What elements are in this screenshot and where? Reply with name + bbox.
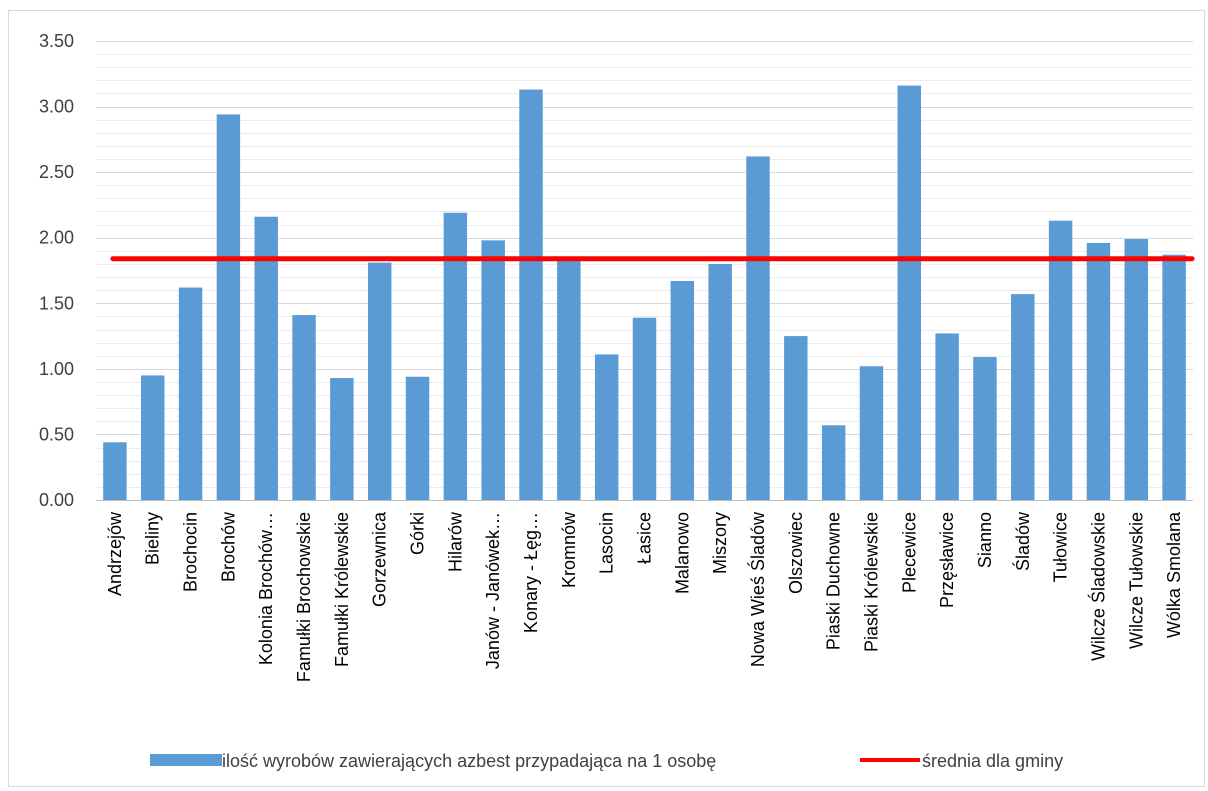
bar	[594, 354, 619, 500]
x-category-label: Kromnów	[559, 511, 579, 588]
x-category-label: Konary - Łęg…	[521, 512, 541, 633]
x-category-label: Miszory	[710, 512, 730, 574]
bar	[935, 333, 959, 500]
x-category-label: Przęsławice	[937, 512, 957, 608]
x-category-label: Kolonia Brochów…	[256, 512, 276, 665]
bar	[1086, 242, 1111, 500]
x-category-label: Andrzejów	[105, 511, 125, 596]
bar	[178, 287, 203, 500]
bar	[292, 315, 316, 500]
bar	[859, 366, 884, 500]
bar	[670, 280, 695, 500]
bar	[1162, 254, 1186, 500]
x-axis-categories: Andrzejów Bieliny Brochocin Brochów Kolonia …	[105, 511, 1184, 682]
y-tick-label: 3.00	[39, 97, 74, 117]
y-tick-label: 1.50	[39, 293, 74, 313]
x-category-label: Piaski Duchowne	[824, 512, 844, 650]
x-category-label: Malanowo	[672, 512, 692, 594]
bar	[1048, 220, 1073, 500]
x-category-label: Górki	[408, 512, 428, 555]
bar	[481, 240, 505, 500]
x-category-label: Wilcze Śladowskie	[1087, 512, 1108, 661]
bar	[103, 442, 127, 500]
bar	[821, 425, 846, 500]
x-category-label: Brochocin	[181, 512, 201, 592]
bar	[519, 89, 543, 500]
x-category-label: Śladów	[1012, 511, 1033, 571]
legend-label-bars: ilość wyrobów zawierających azbest przyp…	[222, 751, 716, 771]
x-category-label: Wilcze Tułowskie	[1126, 512, 1146, 649]
x-category-label: Janów - Janówek…	[483, 512, 503, 669]
x-category-label: Olszowiec	[786, 512, 806, 594]
bar	[141, 375, 165, 500]
x-category-label: Plecewice	[899, 512, 919, 593]
x-category-label: Łasice	[635, 512, 655, 564]
x-category-label: Famułki Brochowskie	[294, 512, 314, 682]
y-tick-label: 3.50	[39, 31, 74, 51]
legend: ilość wyrobów zawierających azbest przyp…	[150, 751, 1063, 771]
x-category-label: Wólka Smolana	[1164, 511, 1184, 638]
bar	[405, 376, 430, 500]
x-category-label: Sianno	[975, 512, 995, 568]
x-category-label: Famułki Królewskie	[332, 512, 352, 667]
bar	[1011, 294, 1035, 500]
x-category-label: Hilarów	[445, 511, 465, 572]
y-tick-label: 2.00	[39, 228, 74, 248]
x-category-label: Piaski Królewskie	[861, 512, 881, 652]
x-category-label: Lasocin	[597, 512, 617, 574]
x-category-label: Bieliny	[143, 512, 163, 565]
legend-swatch-bars	[150, 754, 222, 766]
bar	[330, 378, 354, 500]
bar	[784, 336, 808, 500]
x-category-label: Tułowice	[1051, 512, 1071, 582]
bar	[254, 216, 278, 500]
bar	[1124, 239, 1148, 501]
bar	[557, 257, 581, 500]
bar	[367, 262, 392, 500]
bars-group	[103, 85, 1186, 501]
bar	[897, 85, 922, 501]
bar	[973, 357, 997, 500]
x-category-label: Brochów	[218, 511, 238, 582]
y-tick-label: 0.00	[39, 490, 74, 510]
y-tick-label: 2.50	[39, 162, 74, 182]
y-tick-label: 1.00	[39, 359, 74, 379]
x-category-label: Gorzewnica	[370, 511, 390, 607]
legend-label-average: średnia dla gminy	[922, 751, 1063, 771]
bar	[443, 212, 468, 500]
bar	[746, 156, 770, 501]
x-category-label: Nowa Wieś Śladów	[747, 511, 768, 667]
y-axis-ticks: 0.00 0.50 1.00 1.50 2.00 2.50 3.00 3.50	[39, 31, 74, 510]
y-tick-label: 0.50	[39, 424, 74, 444]
bar	[216, 114, 241, 500]
bar	[708, 263, 732, 500]
bar	[632, 317, 657, 500]
